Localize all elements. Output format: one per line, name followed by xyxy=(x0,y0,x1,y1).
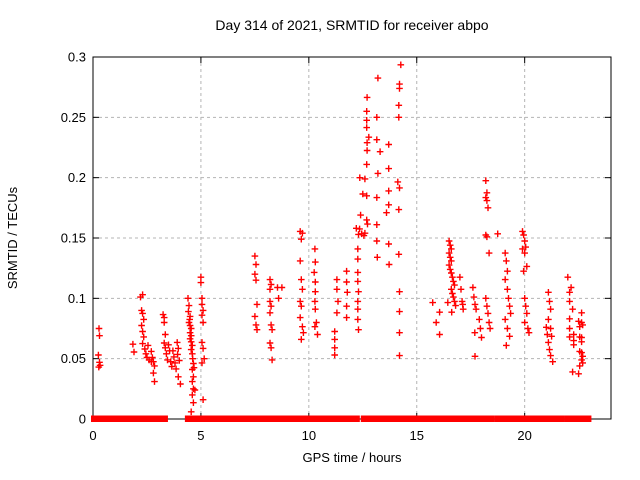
zero-band-segment xyxy=(204,415,249,422)
zero-band-segment xyxy=(373,415,381,422)
y-tick-label: 0.2 xyxy=(68,170,86,185)
zero-band-segment xyxy=(477,415,485,422)
chart-title: Day 314 of 2021, SRMTID for receiver abp… xyxy=(215,17,488,33)
zero-band-segment xyxy=(199,415,208,422)
zero-band-segment xyxy=(245,415,255,422)
zero-band-segment xyxy=(402,415,417,422)
y-tick-label: 0.1 xyxy=(68,291,86,306)
zero-band-segment xyxy=(564,415,579,422)
zero-band-segment xyxy=(462,415,472,422)
x-axis-label: GPS time / hours xyxy=(303,450,402,465)
y-tick-label: 0.25 xyxy=(61,110,86,125)
zero-band-segment xyxy=(576,415,584,422)
y-axis-label: SRMTID / TECUs xyxy=(5,186,20,289)
zero-band-segment xyxy=(435,415,449,422)
zero-band-segment xyxy=(414,415,420,422)
zero-band-segment xyxy=(377,415,395,422)
x-tick-label: 15 xyxy=(410,428,424,443)
y-tick-label: 0.3 xyxy=(68,50,86,65)
zero-band-segment xyxy=(360,415,369,422)
x-tick-label: 5 xyxy=(197,428,204,443)
x-tick-label: 20 xyxy=(517,428,531,443)
zero-band-segment xyxy=(262,415,274,422)
zero-band-segment xyxy=(469,415,480,422)
zero-band-segment xyxy=(252,415,265,422)
zero-band-segment xyxy=(95,415,110,422)
zero-band-segment xyxy=(155,415,165,422)
zero-band-segment xyxy=(105,415,143,422)
zero-band-segment xyxy=(392,415,405,422)
y-tick-label: 0.15 xyxy=(61,231,86,246)
zero-band-segment xyxy=(483,415,495,422)
zero-band-segment xyxy=(586,415,592,422)
zero-band-segment xyxy=(332,415,349,422)
zero-band-segment xyxy=(160,415,168,422)
x-tick-label: 10 xyxy=(302,428,316,443)
plot-area: 0 5 10 15 20 0 0.05 0.1 0.15 0.2 0.25 0.3 xyxy=(61,50,612,443)
zero-band-segment xyxy=(322,415,335,422)
zero-band-segment xyxy=(367,415,377,422)
zero-band-segment xyxy=(580,415,589,422)
zero-band-segment xyxy=(184,415,197,422)
y-tick-label: 0.05 xyxy=(61,351,86,366)
zero-band-segment xyxy=(522,415,555,422)
zero-band-segment xyxy=(139,415,154,422)
zero-band-segment xyxy=(305,415,325,422)
zero-band-segment xyxy=(517,415,525,422)
zero-band-segment xyxy=(417,415,426,422)
data-point-markers xyxy=(95,61,586,416)
x-tick-label: 0 xyxy=(89,428,96,443)
zero-band-segment xyxy=(302,415,309,422)
zero-band-segment xyxy=(494,415,507,422)
zero-band-segment xyxy=(347,415,360,422)
zero-band-segment xyxy=(552,415,565,422)
zero-band-segment xyxy=(91,415,99,422)
zero-band-segment xyxy=(423,415,439,422)
zero-band-segment xyxy=(505,415,519,422)
zero-band-segment xyxy=(446,415,460,422)
zero-band-segment xyxy=(194,415,202,422)
zero-band-segment xyxy=(270,415,305,422)
zero-band-segment xyxy=(151,415,159,422)
y-tick-label: 0 xyxy=(79,412,86,427)
zero-band-segment xyxy=(457,415,465,422)
